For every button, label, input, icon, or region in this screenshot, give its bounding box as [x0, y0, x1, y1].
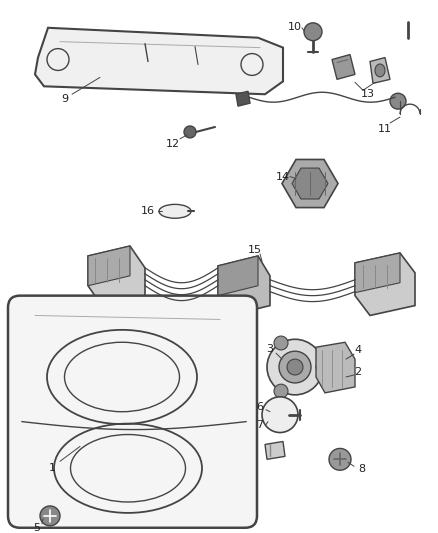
Circle shape — [262, 397, 298, 433]
Text: 15: 15 — [248, 245, 262, 255]
Polygon shape — [292, 168, 328, 199]
Text: 10: 10 — [288, 22, 302, 32]
Circle shape — [184, 126, 196, 138]
Circle shape — [279, 351, 311, 383]
Text: 1: 1 — [49, 463, 56, 473]
Polygon shape — [282, 159, 338, 207]
Polygon shape — [218, 256, 270, 316]
Circle shape — [40, 506, 60, 526]
Text: 11: 11 — [378, 124, 392, 134]
Circle shape — [287, 359, 303, 375]
Text: 12: 12 — [166, 139, 180, 149]
Text: 4: 4 — [354, 345, 361, 355]
Polygon shape — [316, 342, 355, 393]
Text: 5: 5 — [33, 523, 40, 533]
Circle shape — [267, 340, 323, 395]
Polygon shape — [236, 91, 250, 106]
Circle shape — [304, 23, 322, 41]
Circle shape — [390, 93, 406, 109]
Text: 2: 2 — [354, 367, 361, 377]
Text: 7: 7 — [256, 419, 264, 430]
Polygon shape — [355, 253, 400, 293]
Text: 14: 14 — [276, 172, 290, 182]
Polygon shape — [35, 28, 283, 94]
Text: 8: 8 — [358, 464, 366, 474]
Polygon shape — [355, 253, 415, 316]
Polygon shape — [88, 246, 130, 286]
Polygon shape — [265, 441, 285, 459]
Circle shape — [274, 384, 288, 398]
Polygon shape — [88, 246, 145, 308]
Ellipse shape — [375, 64, 385, 77]
Polygon shape — [218, 256, 258, 296]
Text: 3: 3 — [266, 344, 273, 354]
Circle shape — [274, 336, 288, 350]
Ellipse shape — [159, 204, 191, 218]
Polygon shape — [370, 58, 390, 83]
Text: 13: 13 — [361, 89, 375, 99]
Text: 16: 16 — [141, 206, 155, 216]
Text: 9: 9 — [61, 94, 69, 104]
Polygon shape — [332, 54, 355, 79]
Text: 6: 6 — [257, 402, 264, 412]
FancyBboxPatch shape — [8, 296, 257, 528]
Circle shape — [329, 448, 351, 470]
Circle shape — [316, 360, 330, 374]
